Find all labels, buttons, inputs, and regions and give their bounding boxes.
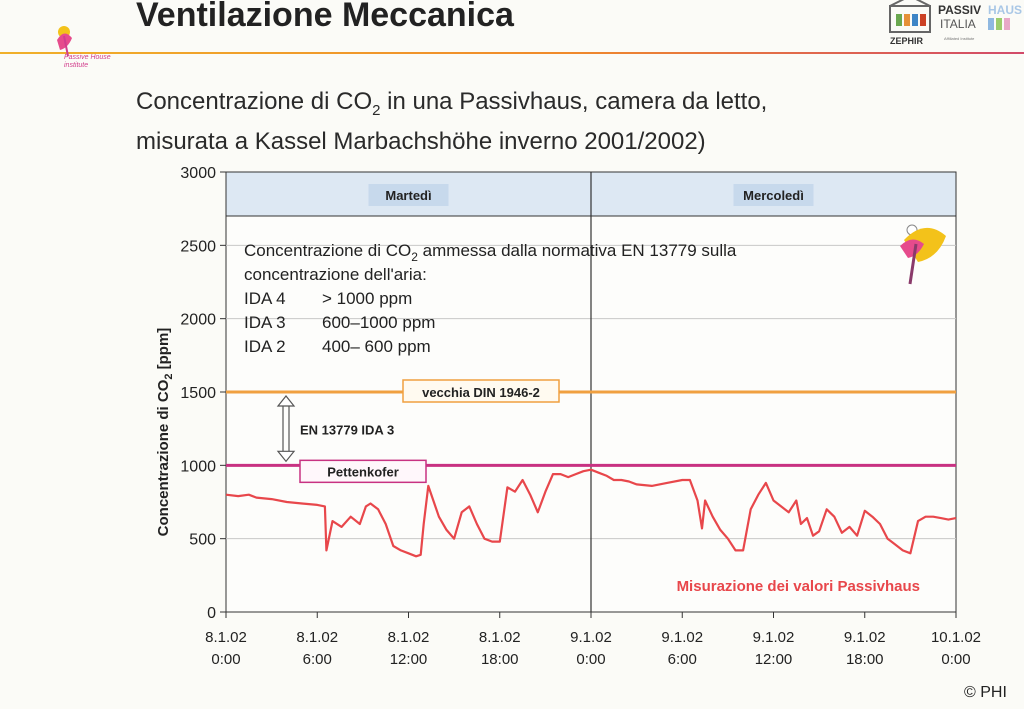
info-row-class: IDA 2 [244, 337, 286, 356]
x-tick-label-time: 12:00 [755, 651, 793, 668]
y-tick-label: 1500 [180, 385, 216, 402]
x-tick-label-date: 9.1.02 [753, 629, 795, 646]
phi-logo-line2: institute [64, 62, 89, 69]
affiliated-text: Affiliated Institute [944, 36, 975, 41]
day-label-box [368, 184, 449, 206]
info-line2: concentrazione dell'aria: [244, 265, 427, 284]
phi-logo-text: Passive House institute [64, 54, 111, 70]
measured-series-line [225, 468, 957, 558]
y-tick-label: 1000 [180, 458, 216, 475]
x-tick-label-time: 6:00 [668, 651, 697, 668]
din-label-box [402, 379, 560, 403]
info-row-range: 600–1000 ppm [322, 313, 435, 332]
passive-house-institute-logo [57, 26, 72, 57]
subtitle-line1-sub: 2 [372, 101, 381, 119]
haus-text: HAUS [988, 3, 1022, 17]
range-arrow-head-bottom [276, 450, 296, 463]
day-label-box [733, 184, 814, 206]
x-tick-label-time: 0:00 [576, 651, 605, 668]
range-arrow-head-top [276, 395, 296, 407]
phi-mini-pink [900, 239, 924, 258]
subtitle-line1-pre: Concentrazione di CO [136, 88, 373, 115]
y-tick-label: 0 [207, 605, 216, 622]
x-tick-label-date: 8.1.02 [388, 629, 430, 646]
zephir-passivhaus-italia-logo: ZEPHIR PASSIV HAUS ITALIA Affiliated Ins… [889, 0, 1022, 46]
info-line1: Concentrazione di CO2 ammessa dalla norm… [244, 241, 737, 264]
italia-text: ITALIA [940, 17, 976, 31]
phi-mini-stem [908, 243, 918, 285]
x-tick-label-date: 10.1.02 [931, 629, 981, 646]
y-tick-label: 2000 [180, 312, 216, 329]
title-rule [0, 52, 1024, 54]
din-label: vecchia DIN 1946-2 [422, 385, 540, 400]
x-tick-label-date: 8.1.02 [479, 629, 521, 646]
subtitle-line1-post: in una Passivhaus, camera da letto, [380, 88, 768, 115]
y-tick-label: 2500 [180, 238, 216, 255]
x-tick-label-time: 18:00 [481, 651, 519, 668]
info-row-range: 400– 600 ppm [322, 337, 431, 356]
subtitle-line2: misurata a Kassel Marbachshöhe inverno 2… [136, 127, 706, 155]
x-tick-label-date: 9.1.02 [570, 629, 612, 646]
x-tick-label-time: 18:00 [846, 651, 884, 668]
zephir-text: ZEPHIR [890, 36, 924, 46]
measured-series-label: Misurazione dei valori Passivhaus [677, 578, 920, 595]
pettenkofer-label: Pettenkofer [327, 464, 399, 479]
range-label: EN 13779 IDA 3 [300, 423, 394, 438]
x-tick-label-time: 12:00 [390, 651, 428, 668]
x-tick-label-date: 8.1.02 [296, 629, 338, 646]
x-tick-label-date: 9.1.02 [844, 629, 886, 646]
slide-subtitle: Concentrazione di CO2 in una Passivhaus,… [136, 86, 767, 157]
x-tick-label-time: 0:00 [941, 651, 970, 668]
x-tick-label-time: 0:00 [211, 651, 240, 668]
x-tick-label-date: 8.1.02 [205, 629, 247, 646]
info-row-range: > 1000 ppm [322, 289, 412, 308]
day-label: Mercoledì [743, 188, 804, 203]
info-row-class: IDA 3 [244, 313, 286, 332]
y-axis-label: Concentrazione di CO2 [ppm] [155, 328, 175, 537]
info-row-class: IDA 4 [244, 289, 286, 308]
slide-title: Ventilazione Meccanica [136, 0, 514, 34]
pettenkofer-label-box [299, 459, 427, 484]
x-tick-label-time: 6:00 [303, 651, 332, 668]
y-tick-label: 3000 [180, 165, 216, 182]
passiv-text: PASSIV [938, 3, 981, 17]
copyright: © PHI [964, 684, 1007, 701]
y-tick-label: 500 [189, 532, 216, 549]
phi-logo-line1: Passive House [64, 54, 111, 61]
day-label: Martedì [385, 188, 431, 203]
x-tick-label-date: 9.1.02 [661, 629, 703, 646]
